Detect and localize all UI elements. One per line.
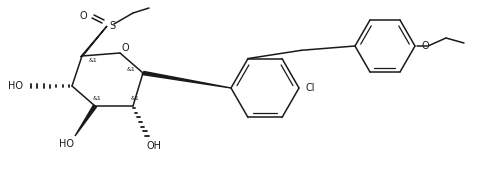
Polygon shape: [80, 26, 107, 57]
Text: &1: &1: [131, 95, 139, 100]
Text: O: O: [121, 43, 129, 53]
Text: &1: &1: [93, 95, 101, 100]
Text: Cl: Cl: [305, 83, 315, 93]
Text: S: S: [108, 21, 115, 31]
Text: O: O: [421, 41, 429, 51]
Text: O: O: [79, 11, 86, 21]
Text: &1: &1: [126, 67, 135, 71]
Polygon shape: [75, 105, 96, 136]
Text: HO: HO: [59, 139, 73, 149]
Text: HO: HO: [8, 81, 23, 91]
Text: &1: &1: [88, 57, 97, 62]
Polygon shape: [142, 71, 230, 88]
Text: OH: OH: [146, 141, 161, 151]
